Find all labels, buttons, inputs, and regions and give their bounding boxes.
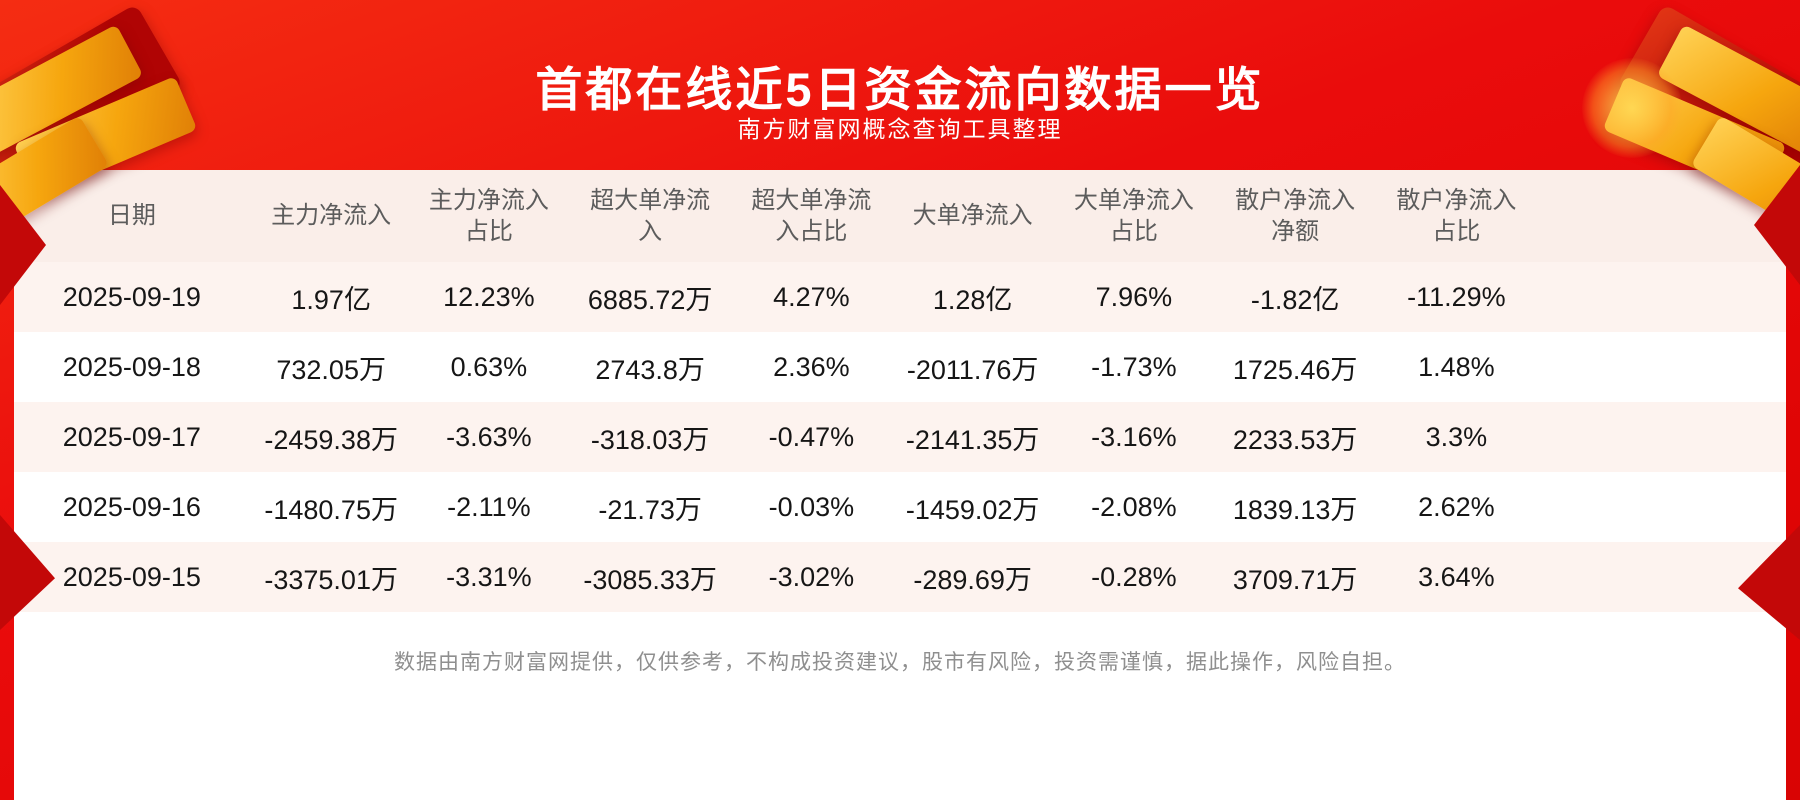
value-cell: -1.82亿: [1250, 284, 1340, 315]
value-cell: -11.29%: [1407, 281, 1506, 312]
value-cell: 1.28亿: [932, 284, 1013, 315]
value-cell: 3.3%: [1425, 421, 1488, 452]
value-cell: -0.03%: [768, 491, 855, 522]
spacer-cell: [1533, 402, 1786, 472]
value-cell: 1725.46万: [1232, 354, 1358, 385]
value-cell: -3375.01万: [264, 564, 398, 595]
date-cell: 2025-09-15: [62, 561, 201, 592]
value-cell: -0.47%: [768, 421, 855, 452]
value-cell: 0.63%: [450, 351, 528, 382]
value-cell: -2141.35万: [905, 424, 1040, 455]
value-cell: 2.36%: [773, 351, 850, 382]
value-cell: -3.63%: [446, 421, 532, 452]
value-cell: -289.69万: [913, 564, 1032, 595]
column-header: 超大单净流 入占比: [735, 170, 888, 262]
table-body: 2025-09-19 1.97亿 12.23% 6885.72万 4.27% 1.28亿 7…: [14, 262, 1786, 612]
value-cell: 732.05万: [276, 354, 386, 385]
value-cell: 2743.8万: [595, 354, 705, 385]
fund-flow-table: 日期 主力净流入 主力净流入 占比 超大单净流 入超大单净流 入占比 大单净流入 大单净流…: [14, 170, 1786, 612]
page-subtitle: 南方财富网概念查询工具整理: [737, 116, 1063, 142]
value-cell: -1459.02万: [905, 494, 1040, 525]
column-header: 大单净流入: [887, 170, 1058, 262]
value-cell: -2011.76万: [906, 354, 1039, 385]
disclaimer: 数据由南方财富网提供，仅供参考，不构成投资建议，股市有风险，投资需谨慎，据此操作…: [394, 651, 1406, 674]
column-header: 主力净流入 占比: [412, 170, 566, 262]
value-cell: 1.48%: [1418, 351, 1495, 382]
value-cell: 12.23%: [443, 281, 535, 312]
date-cell: 2025-09-19: [62, 281, 201, 312]
spacer-cell: [1533, 542, 1786, 612]
value-cell: -0.28%: [1091, 561, 1177, 592]
table-row: 2025-09-19 1.97亿 12.23% 6885.72万 4.27% 1.28亿 7…: [14, 262, 1786, 332]
data-card: 南方财富网 Southmoney.com 日期 主力净流入 主力净流入 占比 超大单净…: [14, 170, 1786, 800]
value-cell: -3.16%: [1091, 421, 1177, 452]
value-cell: -3085.33万: [583, 564, 717, 595]
value-cell: -21.73万: [598, 494, 702, 525]
column-header: 大单净流入 占比: [1057, 170, 1211, 262]
value-cell: 1.97亿: [291, 284, 371, 315]
spacer-cell: [1533, 262, 1786, 332]
value-cell: 2.62%: [1418, 491, 1495, 522]
spacer-cell: [1533, 332, 1786, 402]
page-title: 首都在线近5日资金流向数据一览: [535, 63, 1265, 117]
value-cell: 2233.53万: [1232, 424, 1358, 455]
date-cell: 2025-09-18: [62, 351, 201, 382]
value-cell: 4.27%: [773, 281, 850, 312]
value-cell: -3.31%: [446, 561, 532, 592]
value-cell: -2.11%: [447, 491, 531, 522]
value-cell: -318.03万: [590, 424, 710, 455]
column-header: 超大单净流 入: [565, 170, 736, 262]
column-header: 散户净流入 净额: [1210, 170, 1381, 262]
value-cell: 6885.72万: [587, 284, 713, 315]
gold-glow-circle: [1582, 58, 1682, 158]
table-header-row: 日期 主力净流入 主力净流入 占比 超大单净流 入超大单净流 入占比 大单净流入 大单净流…: [14, 170, 1786, 262]
value-cell: 3.64%: [1418, 561, 1495, 592]
value-cell: 7.96%: [1095, 281, 1173, 312]
value-cell: 3709.71万: [1232, 564, 1358, 595]
value-cell: 1839.13万: [1232, 494, 1358, 525]
spacer-cell: [1533, 472, 1786, 542]
value-cell: -1.73%: [1091, 351, 1177, 382]
value-cell: -3.02%: [768, 561, 855, 592]
column-header: 主力净流入: [249, 170, 413, 262]
value-cell: -2459.38万: [264, 424, 398, 455]
table-row: 2025-09-16 -1480.75万 -2.11% -21.73万 -0.03% -1…: [14, 472, 1786, 542]
column-header: 散户净流入 占比: [1380, 170, 1533, 262]
table-row: 2025-09-15 -3375.01万 -3.31% -3085.33万 -3.02%…: [14, 542, 1786, 612]
value-cell: -1480.75万: [264, 494, 398, 525]
date-cell: 2025-09-16: [62, 491, 201, 522]
value-cell: -2.08%: [1091, 491, 1177, 522]
table-row: 2025-09-18 732.05万 0.63% 2743.8万 2.36% -2011.…: [14, 332, 1786, 402]
table-row: 2025-09-17 -2459.38万 -3.63% -318.03万 -0.47% -…: [14, 402, 1786, 472]
date-cell: 2025-09-17: [62, 421, 201, 452]
